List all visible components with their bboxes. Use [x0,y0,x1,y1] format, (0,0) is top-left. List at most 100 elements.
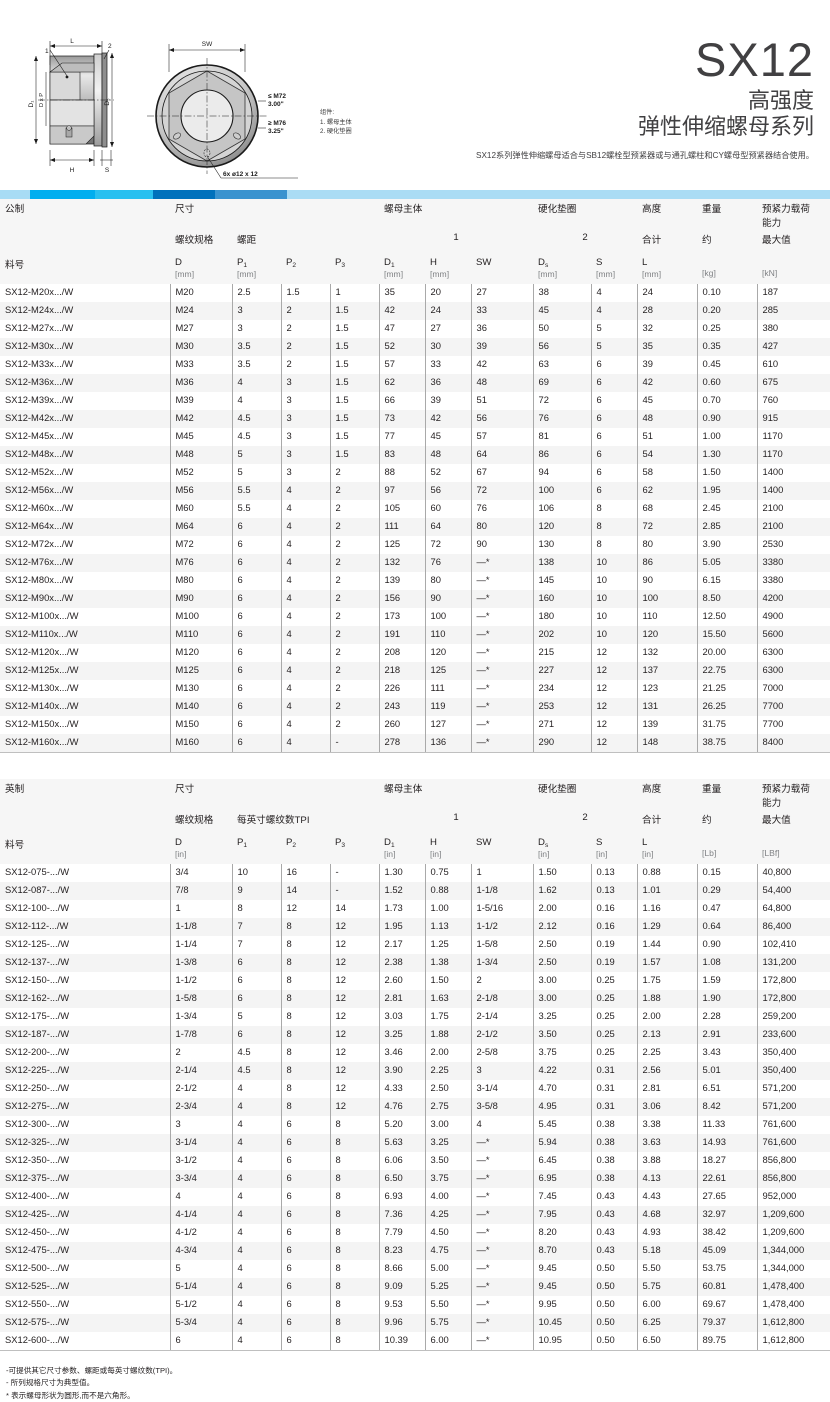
part-number-cell: SX12-M24x.../W [0,302,170,320]
table-cell: 100 [636,590,697,608]
table-cell: 2.81 [636,1080,697,1098]
table-cell: 172,800 [756,972,830,990]
table-row: SX12-M150x.../W M150 6 4 2 260 127 —* 271 12 139 31… [0,716,830,734]
table-cell: M64 [169,518,232,536]
table-cell: 5.75 [424,1314,471,1332]
table-row: SX12-M48x.../W M48 5 3 1.5 83 48 64 86 6 54 1.30 117… [0,446,830,464]
metric-system-label: 公制 [0,199,170,230]
table-cell: 208 [378,644,425,662]
table-cell: 12 [329,936,379,954]
table-cell: 0.25 [590,1008,637,1026]
table-cell: 6 [280,1242,330,1260]
drawing-label-Ds: D₅ [104,98,111,106]
table-cell: 2 [329,680,379,698]
table-cell: 6 [280,1260,330,1278]
table-cell: M120 [169,644,232,662]
table-row: SX12-225-.../W 2-1/4 4.5 8 12 3.90 2.25 3 4.22 0.… [0,1062,830,1080]
table-cell: 81 [532,428,591,446]
table-cell: 120 [424,644,471,662]
table-cell: 915 [756,410,830,428]
table-cell: M52 [169,464,232,482]
table-cell: —* [470,626,533,644]
metric-weight-label: 重量 [697,199,757,230]
table-cell: —* [470,1134,533,1152]
footnote-1: -可提供其它尺寸参数、螺距或每英寸螺纹数(TPI)。 [6,1366,178,1375]
table-cell: 131 [636,698,697,716]
table-cell: 148 [636,734,697,753]
table-cell: 45 [532,302,591,320]
table-cell: 8 [590,500,637,518]
table-cell: 111 [424,680,471,698]
table-cell: 62 [378,374,425,392]
table-cell: 4.93 [636,1224,697,1242]
imperial-P1-header: P1 [232,835,281,864]
metric-H-header: H [mm] [425,255,471,284]
table-cell: —* [470,698,533,716]
imperial-lb-header: [Lb] [697,835,757,864]
part-number-cell: SX12-500-.../W [0,1260,170,1278]
table-cell: 6.51 [696,1080,757,1098]
table-cell: 0.90 [696,936,757,954]
table-cell: 156 [378,590,425,608]
table-row: SX12-175-.../W 1-3/4 5 8 12 3.03 1.75 2-1/4 3.25… [0,1008,830,1026]
part-number-cell: SX12-M76x.../W [0,554,170,572]
metric-preload-label: 预紧力载荷 能力 [757,199,830,230]
table-cell: 12 [329,1098,379,1116]
table-cell: 119 [424,698,471,716]
table-cell: 12 [329,1008,379,1026]
table-cell: 5.94 [532,1134,591,1152]
table-cell: 5600 [756,626,830,644]
table-cell: 88 [378,464,425,482]
table-cell: 215 [532,644,591,662]
table-cell: 56 [424,482,471,500]
table-cell: M100 [169,608,232,626]
table-cell: 3.25 [424,1134,471,1152]
part-number-cell: SX12-M90x.../W [0,590,170,608]
table-cell: 7.95 [532,1206,591,1224]
table-cell: 271 [532,716,591,734]
table-cell: 48 [424,446,471,464]
table-cell: 4 [231,1242,281,1260]
table-cell: 50 [532,320,591,338]
color-bar-segment-5 [287,190,830,199]
table-cell: 105 [378,500,425,518]
table-cell: 6 [280,1296,330,1314]
table-cell: 3 [280,446,330,464]
imperial-washer-num: 2 [533,810,637,835]
table-cell: 10 [590,554,637,572]
table-cell: 52 [424,464,471,482]
table-cell: 2 [329,608,379,626]
table-cell: M33 [169,356,232,374]
table-cell: 1.5 [329,302,379,320]
table-cell: 1,344,000 [756,1260,830,1278]
table-cell: 0.88 [424,882,471,900]
table-cell: 31.75 [696,716,757,734]
table-cell: 6 [590,464,637,482]
table-cell: M27 [169,320,232,338]
table-cell: 0.25 [590,972,637,990]
table-cell: 234 [532,680,591,698]
table-cell: 42 [470,356,533,374]
table-cell: 1-3/4 [169,1008,232,1026]
table-cell: 137 [636,662,697,680]
table-cell: 9.96 [378,1314,425,1332]
imperial-D-header: D [in] [170,835,232,864]
table-cell: 102,410 [756,936,830,954]
table-cell: 42 [636,374,697,392]
table-cell: 6 [280,1170,330,1188]
part-number-cell: SX12-M20x.../W [0,284,170,302]
table-cell: 3.03 [378,1008,425,1026]
part-number-cell: SX12-350-.../W [0,1152,170,1170]
table-cell: 6.00 [636,1296,697,1314]
table-row: SX12-375-.../W 3-3/4 4 6 8 6.50 3.75 —* 6.95 0.38… [0,1170,830,1188]
table-cell: 3.75 [424,1170,471,1188]
table-cell: 6300 [756,644,830,662]
imperial-S-header: S [in] [591,835,637,864]
part-number-cell: SX12-M56x.../W [0,482,170,500]
table-cell: 0.10 [696,284,757,302]
table-cell: 5.25 [424,1278,471,1296]
part-number-cell: SX12-137-.../W [0,954,170,972]
table-cell: 2.50 [532,954,591,972]
table-cell: —* [470,1188,533,1206]
table-cell: —* [470,662,533,680]
